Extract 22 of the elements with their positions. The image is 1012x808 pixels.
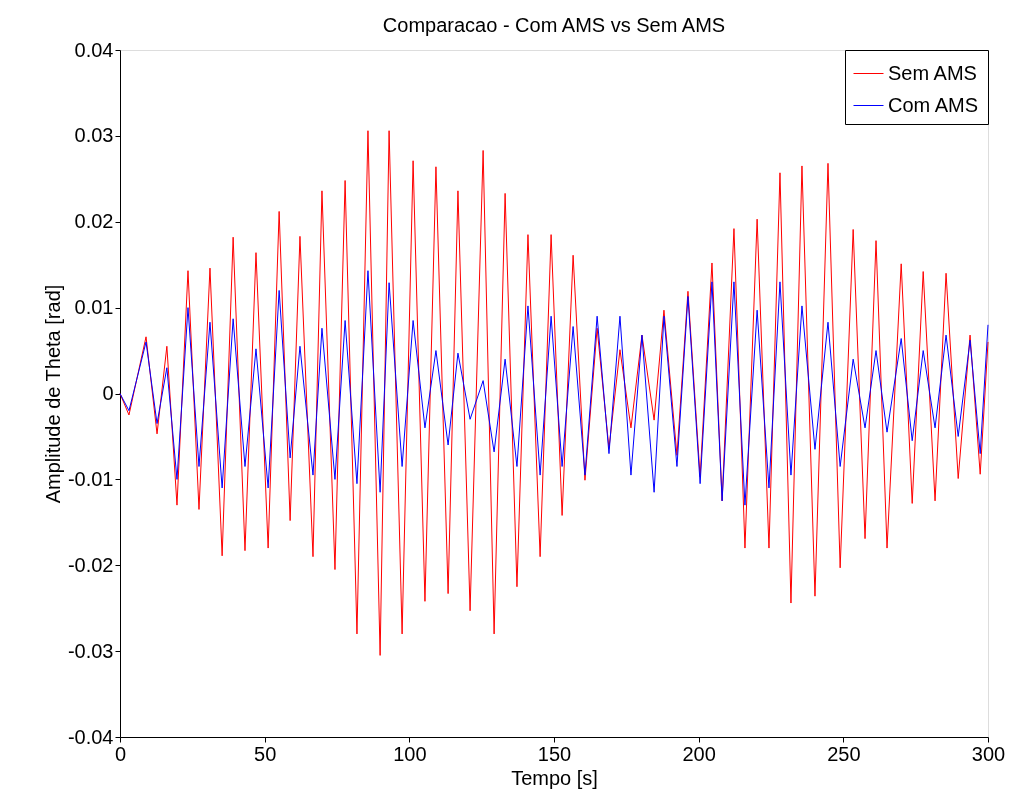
x-tick-label: 200 [682, 742, 716, 765]
x-tick-label: 150 [537, 742, 572, 765]
chart-title: Comparacao - Com AMS vs Sem AMS [382, 14, 726, 36]
legend-label: Com AMS [888, 93, 979, 116]
y-tick-label: -0.02 [67, 553, 114, 576]
y-tick-label: 0 [102, 382, 114, 404]
x-tick-label: 100 [393, 742, 427, 765]
y-tick-label: 0.03 [74, 124, 114, 147]
x-axis-title: Tempo [s] [511, 766, 598, 789]
x-tick-label: 300 [971, 742, 1006, 765]
legend-label: Sem AMS [888, 61, 977, 84]
line-series [119, 130, 989, 656]
y-tick-label: -0.01 [67, 467, 114, 490]
y-axis-title: Amplitude de Theta [rad] [41, 284, 64, 504]
y-tick-label: -0.03 [67, 639, 114, 662]
y-tick-label: -0.04 [67, 725, 114, 748]
y-tick-label: 0.02 [74, 210, 114, 233]
x-tick-label: 250 [827, 742, 861, 765]
y-tick-label: 0.01 [74, 296, 114, 319]
line-series [119, 270, 989, 506]
x-tick-label: 50 [254, 742, 277, 765]
y-tick-label: 0.04 [74, 38, 114, 61]
